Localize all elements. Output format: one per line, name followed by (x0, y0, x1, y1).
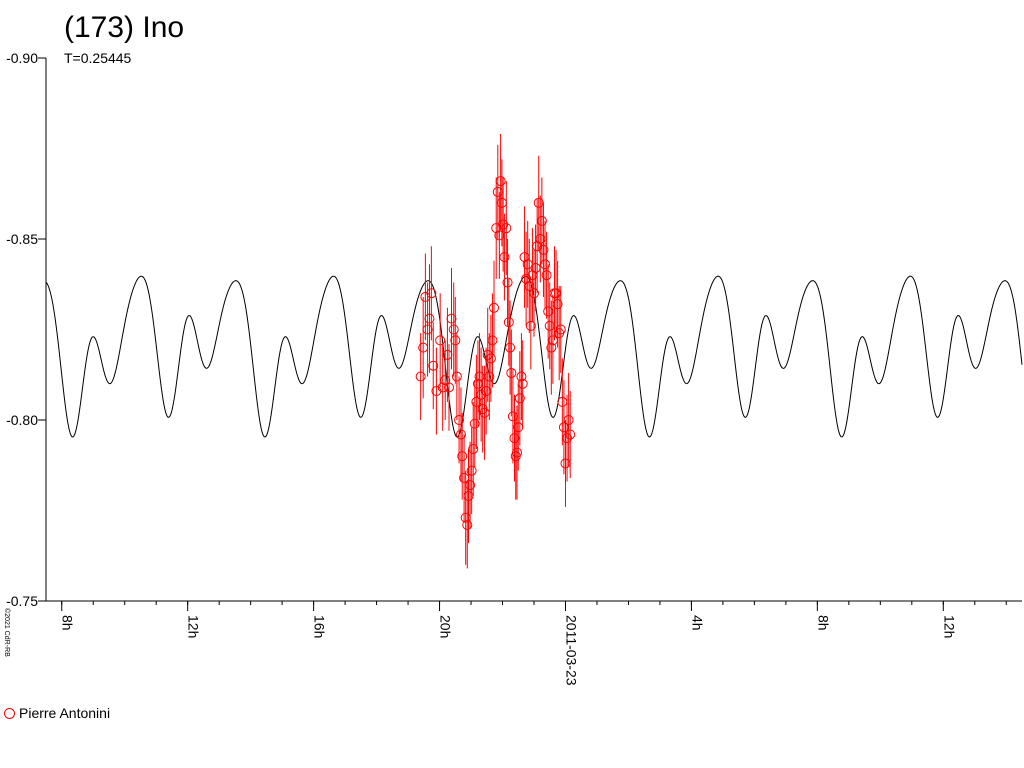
x-tick-label: 20h (438, 615, 454, 638)
data-point (541, 270, 552, 281)
data-point (448, 324, 459, 335)
data-point (538, 244, 549, 255)
data-point (536, 215, 547, 226)
data-point (517, 378, 528, 389)
x-tick-label: 8h (815, 615, 831, 631)
data-point (505, 342, 516, 353)
x-tick-label: 16h (312, 615, 328, 638)
data-point (466, 465, 477, 476)
chart-subtitle: T=0.25445 (64, 50, 132, 66)
x-tick-label: 12h (186, 615, 202, 638)
data-point (428, 360, 439, 371)
data-point (431, 386, 442, 397)
data-point (525, 320, 536, 331)
data-point (422, 324, 433, 335)
data-point (450, 335, 461, 346)
data-point (415, 371, 426, 382)
lightcurve-chart: -0.90 -0.85 -0.80 -0.75 8h 12h 16h 20h 2011-03-2… (6, 50, 1023, 686)
data-point (494, 230, 505, 241)
data-point (457, 451, 468, 462)
data-point (435, 335, 446, 346)
data-point (503, 317, 514, 328)
legend-label: Pierre Antonini (19, 705, 111, 721)
y-tick-label: -0.80 (6, 412, 38, 428)
data-point (516, 371, 527, 382)
data-point (501, 223, 512, 234)
data-point (454, 415, 465, 425)
data-point (443, 382, 454, 393)
data-point (529, 288, 539, 299)
data-point (487, 335, 498, 346)
data-point (469, 418, 480, 429)
data-point (424, 313, 435, 324)
data-point (506, 367, 517, 378)
data-point (565, 429, 576, 440)
x-tick-label: 2011-03-23 (563, 615, 579, 686)
data-point (484, 371, 495, 382)
data-point (455, 429, 466, 440)
data-point (499, 252, 510, 263)
data-point (426, 288, 437, 299)
data-point (451, 371, 462, 382)
y-tick-label: -0.85 (6, 231, 38, 247)
data-point (511, 447, 522, 458)
data-point (465, 480, 476, 491)
data-point (514, 393, 525, 404)
data-point (555, 324, 566, 335)
data-point (446, 313, 457, 324)
chart-legend: Pierre Antonini (4, 704, 110, 722)
data-point (502, 277, 513, 288)
x-tick-label: 8h (60, 615, 76, 631)
x-tick-label: 4h (689, 615, 705, 631)
data-point (489, 302, 500, 313)
y-tick-label: -0.75 (6, 593, 38, 609)
y-tick-label: -0.90 (6, 50, 38, 66)
data-point (546, 342, 557, 353)
chart-title: (173) Ino (64, 11, 185, 44)
data-point (552, 299, 563, 310)
x-tick-label: 12h (941, 615, 957, 638)
data-point (540, 259, 551, 270)
data-point (468, 443, 479, 454)
data-point (495, 176, 506, 187)
data-point (462, 519, 473, 530)
data-point (509, 433, 520, 444)
data-point (498, 219, 509, 230)
data-point (474, 371, 485, 382)
chart-axes: -0.90 -0.85 -0.80 -0.75 8h 12h 16h 20h 2011-03-2… (6, 50, 1022, 686)
data-point (485, 353, 496, 364)
data-point (521, 273, 532, 284)
legend-marker-icon (4, 708, 15, 719)
data-point (562, 433, 573, 444)
data-points-layer (415, 134, 576, 569)
data-point (476, 389, 487, 400)
data-point (563, 415, 574, 425)
